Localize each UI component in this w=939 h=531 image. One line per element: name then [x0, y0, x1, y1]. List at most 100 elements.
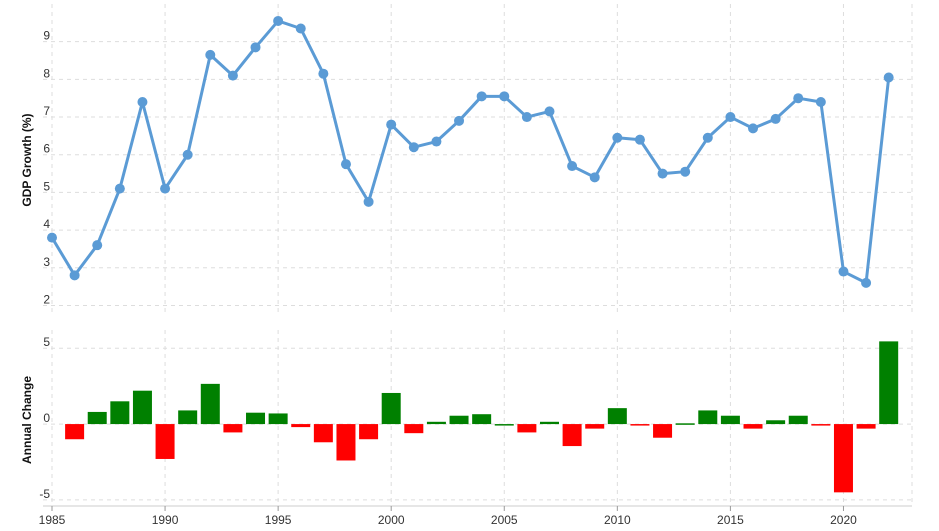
top-y-tick-label: 3: [43, 255, 50, 269]
annual-change-bar: [607, 408, 627, 425]
top-y-tick-label: 4: [43, 217, 50, 231]
annual-change-bar: [494, 424, 514, 426]
annual-change-bar: [766, 420, 786, 425]
annual-change-bar: [178, 410, 198, 425]
gdp-growth-point: [815, 96, 826, 107]
annual-change-bar: [788, 415, 808, 425]
gdp-growth-point: [770, 113, 781, 124]
gdp-growth-point: [114, 183, 125, 194]
gdp-growth-point: [634, 134, 645, 145]
top-y-tick-label: 6: [43, 142, 50, 156]
bottom-y-tick-label: -5: [39, 487, 50, 501]
top-y-tick-label: 9: [43, 29, 50, 43]
x-tick-label: 2010: [604, 513, 631, 527]
bottom-y-tick-label: 5: [43, 335, 50, 349]
gdp-growth-point: [160, 183, 171, 194]
x-ticks: 1985 1990 1995 2000 2005 2010 2015 2020: [39, 505, 912, 527]
gdp-growth-point: [431, 136, 442, 147]
annual-change-bar: [653, 424, 673, 438]
gdp-growth-point: [318, 68, 329, 79]
gdp-growth-point: [612, 132, 623, 143]
gdp-growth-point: [883, 72, 894, 83]
gdp-growth-point: [69, 270, 80, 281]
gdp-growth-point: [386, 119, 397, 130]
top-y-axis-title: GDP Growth (%): [20, 113, 34, 206]
gdp-growth-point: [861, 277, 872, 288]
annual-change-bar: [720, 415, 740, 425]
gdp-growth-point: [589, 172, 600, 183]
annual-change-bar: [291, 424, 311, 428]
gdp-growth-point: [295, 23, 306, 34]
annual-change-bar: [87, 411, 107, 425]
x-tick-label: 1995: [265, 513, 292, 527]
gdp-growth-point: [793, 93, 804, 104]
gdp-growth-point: [363, 196, 374, 207]
gdp-growth-point: [273, 15, 284, 26]
gdp-growth-point: [205, 49, 216, 60]
annual-change-bar: [562, 424, 582, 447]
gdp-growth-point: [227, 70, 238, 81]
annual-change-bar: [879, 341, 899, 425]
gdp-growth-point: [92, 240, 103, 251]
annual-change-bar: [449, 415, 469, 425]
x-tick-label: 2005: [491, 513, 518, 527]
annual-change-bar: [200, 383, 220, 425]
x-tick-label: 2020: [830, 513, 857, 527]
x-tick-label: 2000: [378, 513, 405, 527]
top-y-tick-label: 8: [43, 66, 50, 80]
bottom-y-tick-label: 0: [43, 411, 50, 425]
gdp-growth-point: [702, 132, 713, 143]
top-y-tick-label: 7: [43, 104, 50, 118]
annual-change-bar: [268, 413, 288, 425]
annual-change-bar: [404, 424, 424, 434]
gdp-growth-point: [47, 232, 57, 243]
gdp-growth-point: [725, 112, 736, 123]
gdp-growth-point: [454, 115, 465, 126]
annual-change-bar: [856, 424, 876, 429]
annual-change-bar: [359, 424, 379, 440]
annual-change-bar: [223, 424, 243, 433]
gdp-growth-point: [657, 168, 668, 179]
annual-change-bar: [517, 424, 537, 433]
x-tick-label: 1985: [39, 513, 66, 527]
annual-change-bar: [833, 424, 853, 493]
gdp-growth-line: [50, 19, 891, 285]
gdp-growth-point: [521, 112, 532, 123]
gdp-growth-point: [499, 91, 510, 102]
annual-change-bars: [65, 341, 899, 493]
gdp-growth-point: [838, 266, 849, 277]
gdp-growth-point: [408, 142, 419, 153]
annual-change-bar: [336, 424, 356, 461]
annual-change-bar: [585, 424, 605, 429]
x-tick-label: 1990: [152, 513, 179, 527]
annual-change-bar: [155, 424, 175, 459]
x-tick-label: 2015: [717, 513, 744, 527]
annual-change-bar: [110, 401, 130, 425]
gdp-growth-point: [544, 106, 555, 117]
top-y-ticks: 2 3 4 5 6 7 8 9: [43, 29, 50, 307]
gdp-growth-point: [182, 149, 193, 160]
annual-change-bar: [132, 390, 152, 425]
bottom-y-axis-title: Annual Change: [20, 376, 34, 464]
annual-change-bar: [743, 424, 763, 429]
annual-change-bar: [675, 423, 695, 425]
gdp-growth-point: [137, 96, 148, 107]
gdp-growth-point: [748, 123, 759, 134]
annual-change-bar: [313, 424, 333, 443]
top-y-tick-label: 2: [43, 292, 50, 306]
gdp-growth-point: [340, 159, 351, 170]
gdp-growth-series: [47, 15, 894, 288]
bottom-y-ticks: 5 0 -5: [39, 335, 50, 501]
annual-change-bar: [472, 414, 492, 425]
top-gridlines: [43, 4, 913, 313]
annual-change-bar: [811, 424, 831, 426]
annual-change-bar: [630, 424, 650, 426]
gdp-growth-point: [567, 161, 578, 172]
annual-change-bar: [426, 421, 446, 425]
annual-change-bar: [381, 392, 401, 425]
top-y-tick-label: 5: [43, 179, 50, 193]
gdp-growth-point: [680, 166, 691, 177]
annual-change-bar: [246, 412, 266, 425]
